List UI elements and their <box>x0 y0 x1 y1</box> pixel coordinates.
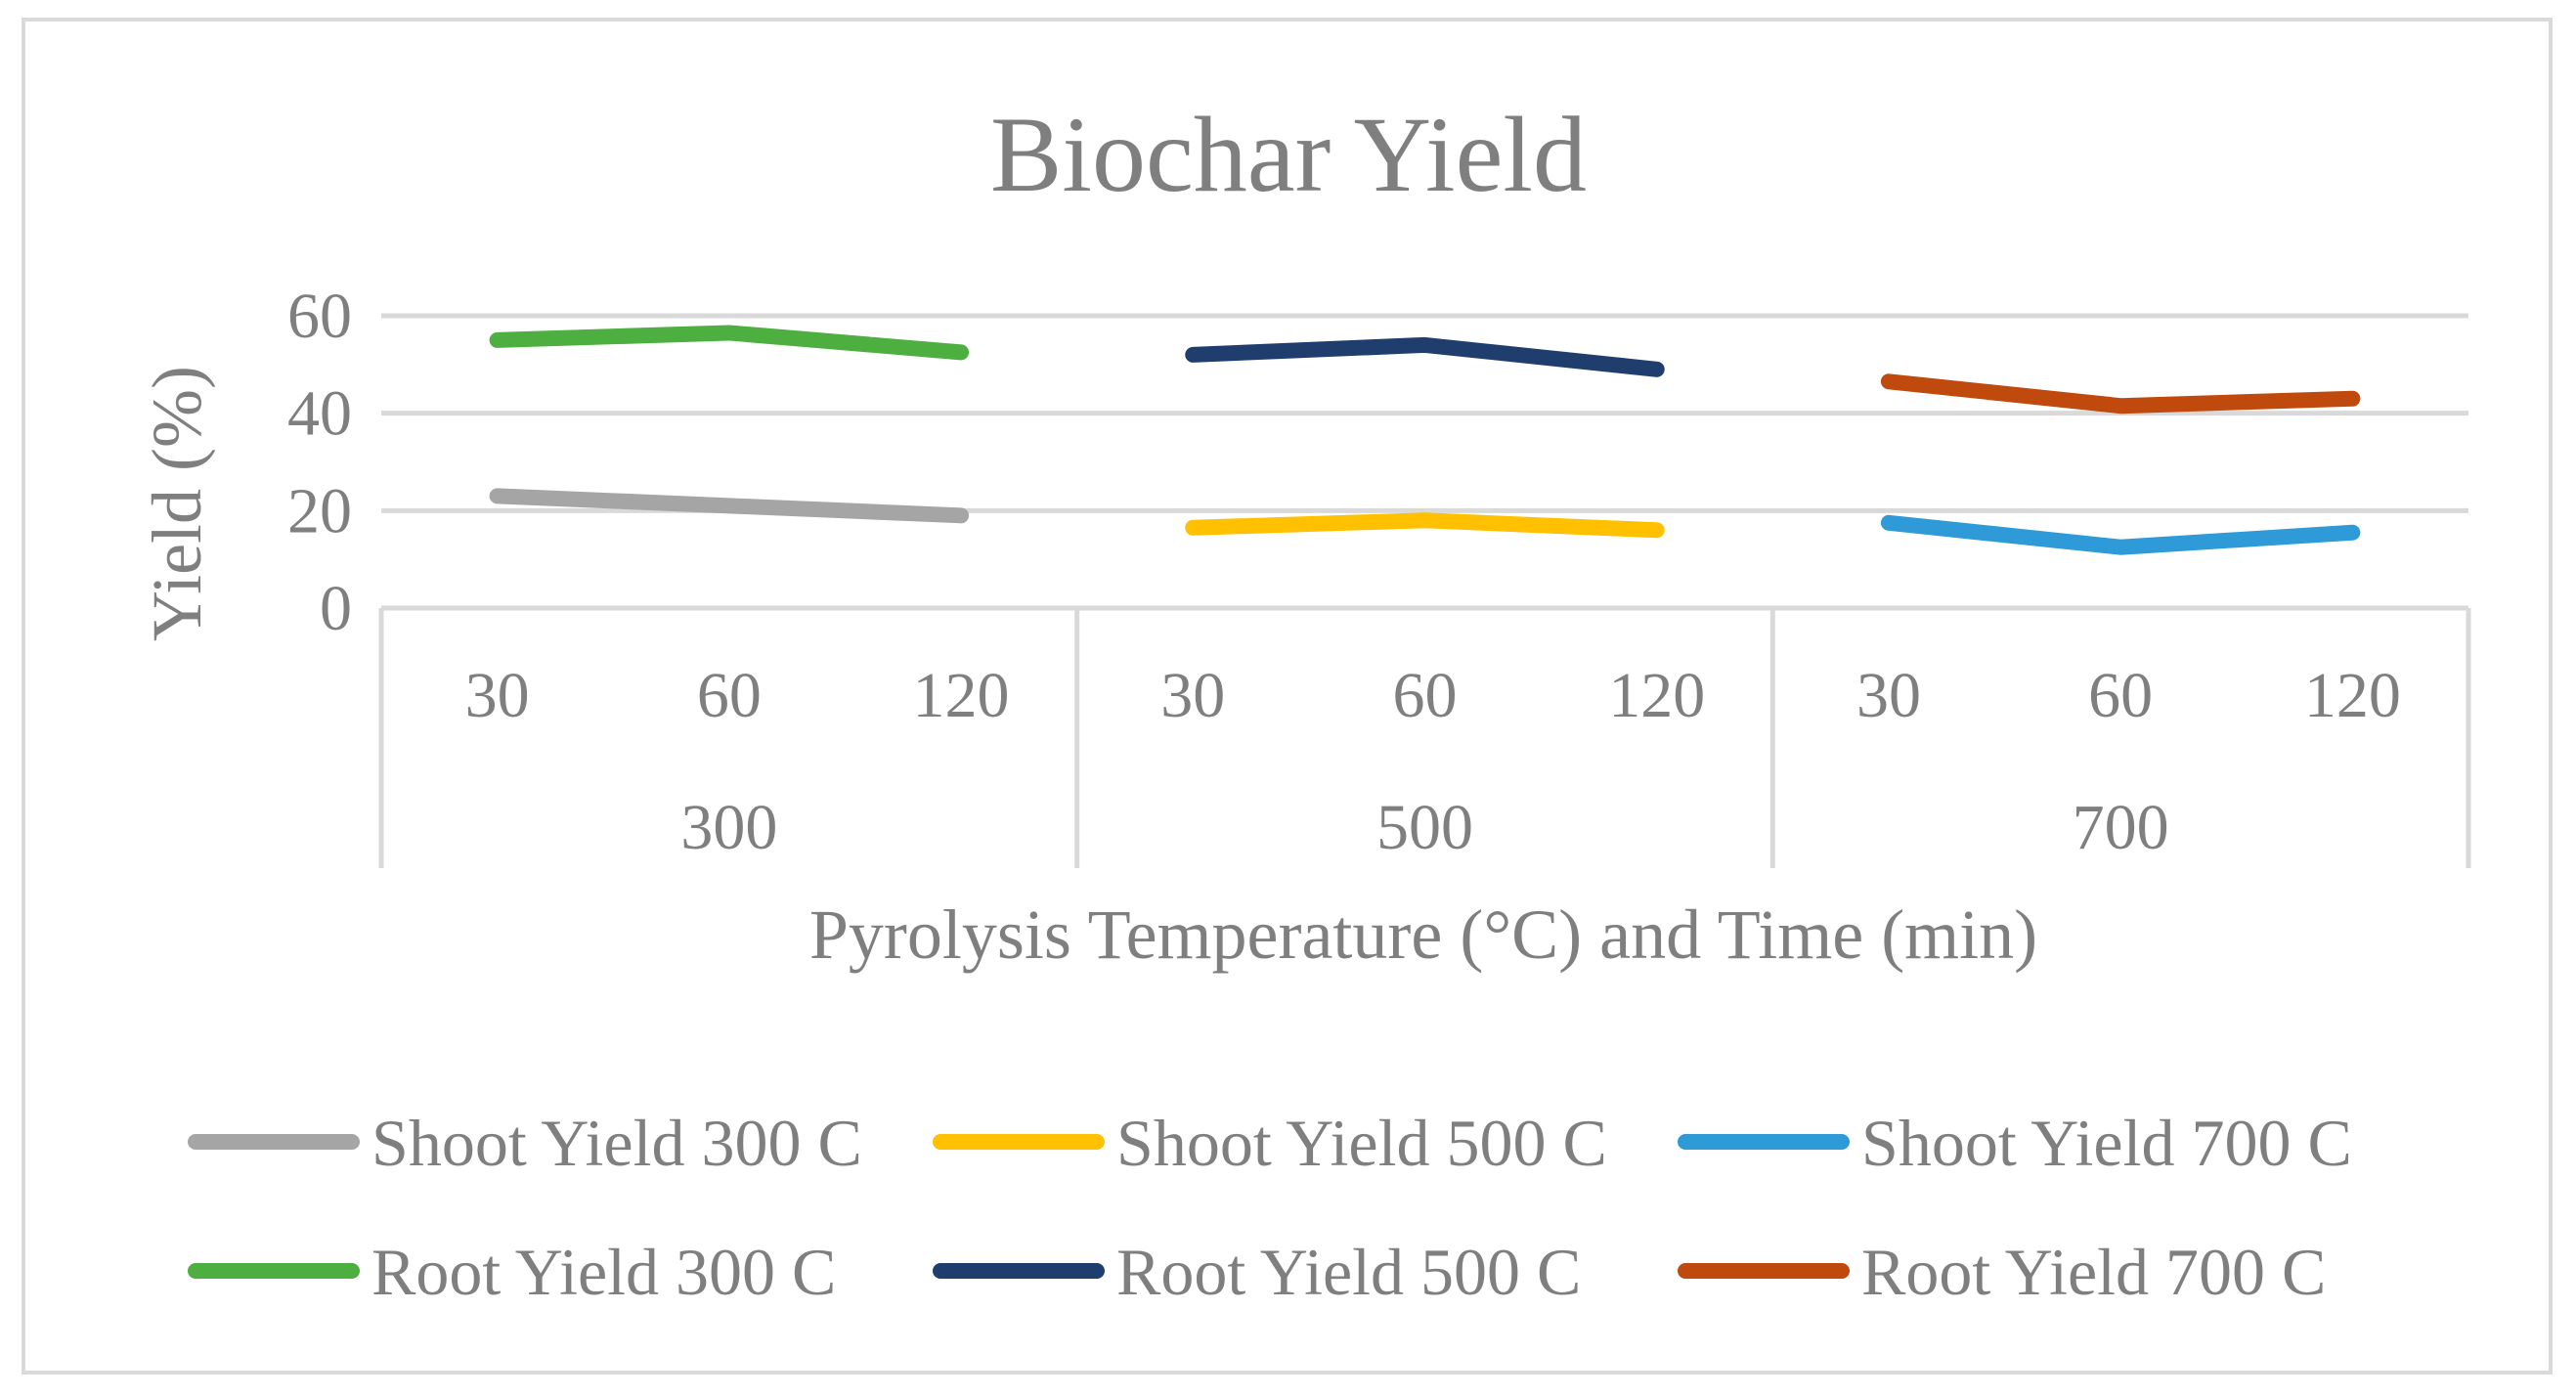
y-tick-label: 0 <box>320 573 352 644</box>
chart-frame <box>22 18 2553 1375</box>
series-line-4 <box>1185 336 1665 377</box>
x-tick-label: 60 <box>1393 660 1458 731</box>
series-line-0 <box>489 488 970 524</box>
x-tick-label: 120 <box>2304 660 2401 731</box>
legend-label: Shoot Yield 700 C <box>1861 1106 2352 1180</box>
series-line-5 <box>1880 373 2361 415</box>
legend-label: Root Yield 500 C <box>1116 1235 1581 1309</box>
legend-label: Root Yield 700 C <box>1861 1235 2326 1309</box>
series-lines <box>489 325 2361 555</box>
x-tick-label: 30 <box>1856 660 1921 731</box>
series-line-3 <box>489 325 970 361</box>
x-tick-label: 120 <box>1608 660 1705 731</box>
x-group-label: 500 <box>1376 792 1473 863</box>
x-tick-label: 60 <box>2088 660 2153 731</box>
y-axis-label: Yield (%) <box>138 366 216 641</box>
legend: Shoot Yield 300 C Shoot Yield 500 C Shoot … <box>188 1106 2352 1309</box>
legend-label: Shoot Yield 500 C <box>1116 1106 1607 1180</box>
y-tick-labels: 0 20 40 60 <box>287 281 352 644</box>
y-tick-label: 40 <box>287 378 352 450</box>
x-group-label: 700 <box>2073 792 2169 863</box>
x-tick-label: 30 <box>1160 660 1225 731</box>
series-line-1 <box>1185 512 1665 539</box>
x-tick-label: 120 <box>913 660 1010 731</box>
legend-label: Root Yield 300 C <box>371 1235 836 1309</box>
y-tick-label: 60 <box>287 281 352 352</box>
chart-title: Biochar Yield <box>990 95 1587 214</box>
series-line-2 <box>1880 514 2361 555</box>
x-group-label: 300 <box>680 792 777 863</box>
y-tick-label: 20 <box>287 475 352 546</box>
x-tick-label: 60 <box>697 660 762 731</box>
x-tick-label: 30 <box>465 660 530 731</box>
x-axis: 30 60 120 300 30 60 120 500 30 60 120 700 <box>378 605 2471 868</box>
legend-label: Shoot Yield 300 C <box>371 1106 862 1180</box>
x-axis-label: Pyrolysis Temperature (°C) and Time (min… <box>809 895 2037 974</box>
